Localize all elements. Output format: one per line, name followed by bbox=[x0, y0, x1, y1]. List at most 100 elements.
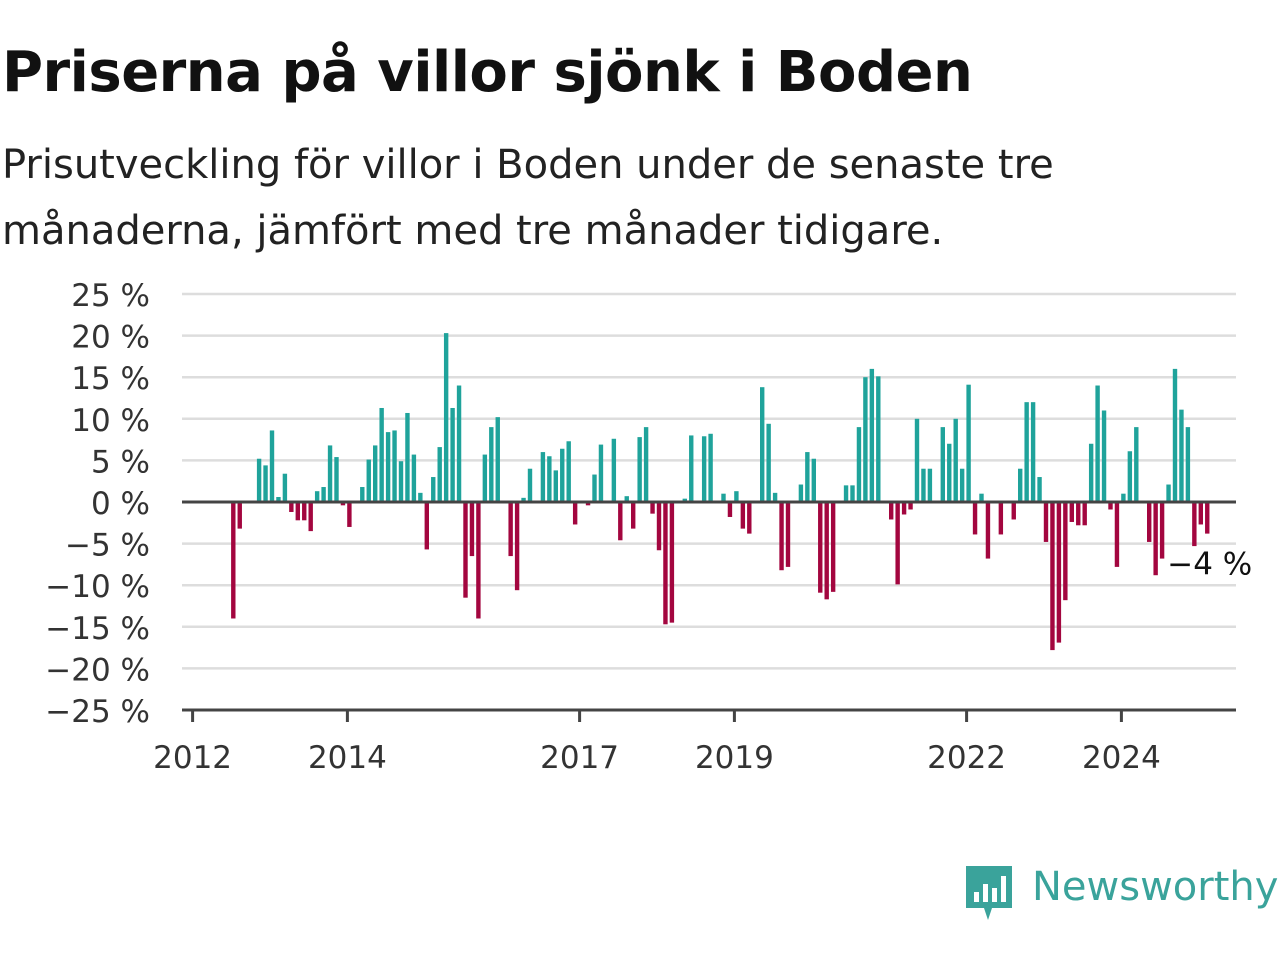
bar bbox=[1076, 502, 1081, 526]
bar bbox=[856, 427, 862, 502]
bar bbox=[237, 502, 242, 529]
x-tick-label: 2012 bbox=[153, 740, 232, 776]
bar bbox=[869, 368, 875, 502]
bar bbox=[953, 418, 958, 502]
bar bbox=[740, 502, 746, 529]
bar bbox=[1108, 502, 1113, 510]
bar bbox=[456, 385, 462, 502]
bar bbox=[901, 502, 907, 515]
bar bbox=[1179, 409, 1184, 502]
bar bbox=[405, 412, 410, 502]
bar bbox=[469, 502, 475, 557]
bar bbox=[508, 502, 513, 557]
bars bbox=[231, 333, 1210, 651]
bar bbox=[618, 502, 623, 541]
bar bbox=[824, 502, 829, 600]
bar bbox=[308, 502, 313, 532]
bar bbox=[863, 377, 868, 502]
x-tick-label: 2017 bbox=[540, 740, 619, 776]
bar bbox=[1121, 493, 1126, 502]
bar bbox=[1050, 502, 1055, 651]
bar bbox=[495, 417, 500, 502]
y-tick-label: −20 % bbox=[45, 652, 150, 688]
bar bbox=[1101, 410, 1107, 502]
bar bbox=[843, 485, 849, 502]
bar bbox=[443, 333, 449, 502]
bar bbox=[302, 502, 307, 521]
bar bbox=[560, 448, 565, 502]
y-tick-label: 20 % bbox=[71, 320, 150, 356]
bar bbox=[914, 418, 920, 502]
bar bbox=[1069, 502, 1074, 522]
bar bbox=[760, 387, 765, 502]
y-tick-label: 15 % bbox=[71, 361, 150, 397]
bar bbox=[682, 498, 687, 502]
bar bbox=[385, 432, 391, 502]
bar bbox=[1095, 385, 1100, 502]
bar bbox=[689, 435, 694, 502]
bar bbox=[663, 502, 668, 625]
x-tick-label: 2014 bbox=[308, 740, 387, 776]
bar bbox=[908, 502, 913, 510]
bar bbox=[772, 492, 778, 502]
bar bbox=[747, 502, 752, 534]
bar bbox=[411, 454, 417, 502]
bar bbox=[921, 468, 926, 502]
y-tick-label: 0 % bbox=[91, 486, 150, 522]
bar bbox=[263, 465, 268, 502]
bar bbox=[1024, 402, 1029, 502]
newsworthy-logo-icon bbox=[966, 866, 1012, 920]
bar bbox=[1147, 502, 1152, 542]
bar bbox=[998, 502, 1004, 535]
bar-chart: 25 % 20 % 15 % 10 % 5 % 0 % −5 % −10 % −15 % −20 … bbox=[45, 278, 1255, 776]
y-tick-label: 25 % bbox=[71, 278, 150, 314]
bar bbox=[1018, 468, 1023, 502]
bar bbox=[1030, 402, 1036, 502]
bar bbox=[598, 444, 604, 502]
bar bbox=[766, 423, 771, 502]
bar bbox=[656, 502, 662, 551]
bar bbox=[514, 502, 520, 591]
bar bbox=[1198, 502, 1203, 525]
y-tick-label: −10 % bbox=[45, 569, 150, 605]
bar bbox=[418, 492, 423, 502]
bar bbox=[553, 470, 558, 502]
bar bbox=[876, 376, 881, 502]
bar bbox=[340, 502, 346, 506]
bar bbox=[966, 384, 971, 502]
bar bbox=[637, 437, 642, 502]
bar bbox=[701, 436, 707, 502]
brand-name: Newsworthy bbox=[1032, 864, 1279, 910]
bar bbox=[779, 502, 784, 571]
bar bbox=[1082, 502, 1087, 526]
bar bbox=[373, 445, 378, 502]
bar bbox=[424, 502, 429, 550]
bar bbox=[669, 502, 675, 623]
x-axis bbox=[182, 500, 1236, 712]
bar bbox=[798, 484, 804, 502]
bar bbox=[566, 441, 571, 502]
bar bbox=[1056, 502, 1062, 643]
y-tick-label: −5 % bbox=[65, 528, 150, 564]
bar bbox=[811, 458, 816, 502]
bar bbox=[547, 456, 552, 502]
bar bbox=[624, 496, 629, 502]
bar bbox=[1134, 427, 1139, 502]
bar bbox=[521, 497, 526, 502]
bar bbox=[282, 473, 288, 502]
bar bbox=[321, 487, 326, 502]
bar bbox=[940, 427, 945, 502]
chart-title: Priserna på villor sjönk i Boden bbox=[2, 40, 973, 105]
bar bbox=[347, 502, 352, 527]
bar bbox=[721, 493, 726, 502]
chart-subtitle: Prisutveckling för villor i Boden under … bbox=[2, 142, 1054, 254]
bar bbox=[785, 502, 791, 567]
bar bbox=[650, 502, 655, 514]
x-tick-label: 2022 bbox=[927, 740, 1006, 776]
bar bbox=[592, 474, 597, 502]
y-tick-label: −25 % bbox=[45, 694, 150, 730]
x-tick-label: 2024 bbox=[1082, 740, 1161, 776]
bar bbox=[1192, 502, 1197, 547]
bar bbox=[1153, 502, 1158, 576]
bar bbox=[540, 452, 546, 502]
